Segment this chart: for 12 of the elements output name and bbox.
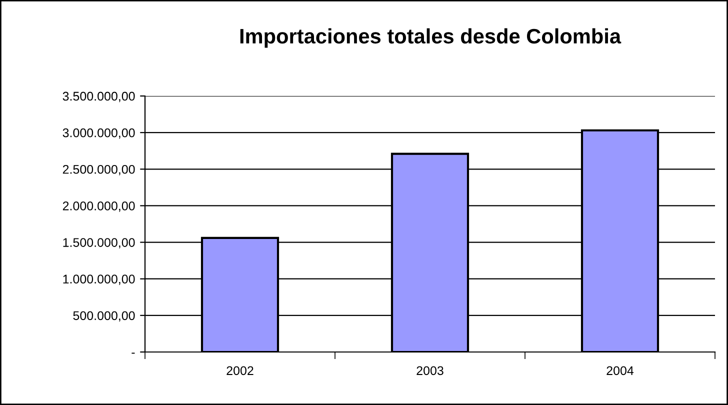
y-tick-label: 2.000.000,00 [62,202,135,212]
y-tick-label: 500.000,00 [73,311,135,322]
x-tick-label: 2002 [226,366,254,376]
chart-title: Importaciones totales desde Colombia [240,28,622,48]
y-tick-label: 1.000.000,00 [63,274,135,285]
y-tick-label: 2.500.000,00 [62,164,135,176]
y-tick-label: 1.500.000,00 [63,238,135,248]
x-tick-label: 2003 [416,366,444,376]
x-tick-label: 2004 [606,366,634,376]
y-tick-label: 3.000.000,00 [62,128,135,139]
y-tick-label: 3.500.000,00 [62,92,135,102]
y-tick-label: - [132,352,135,354]
